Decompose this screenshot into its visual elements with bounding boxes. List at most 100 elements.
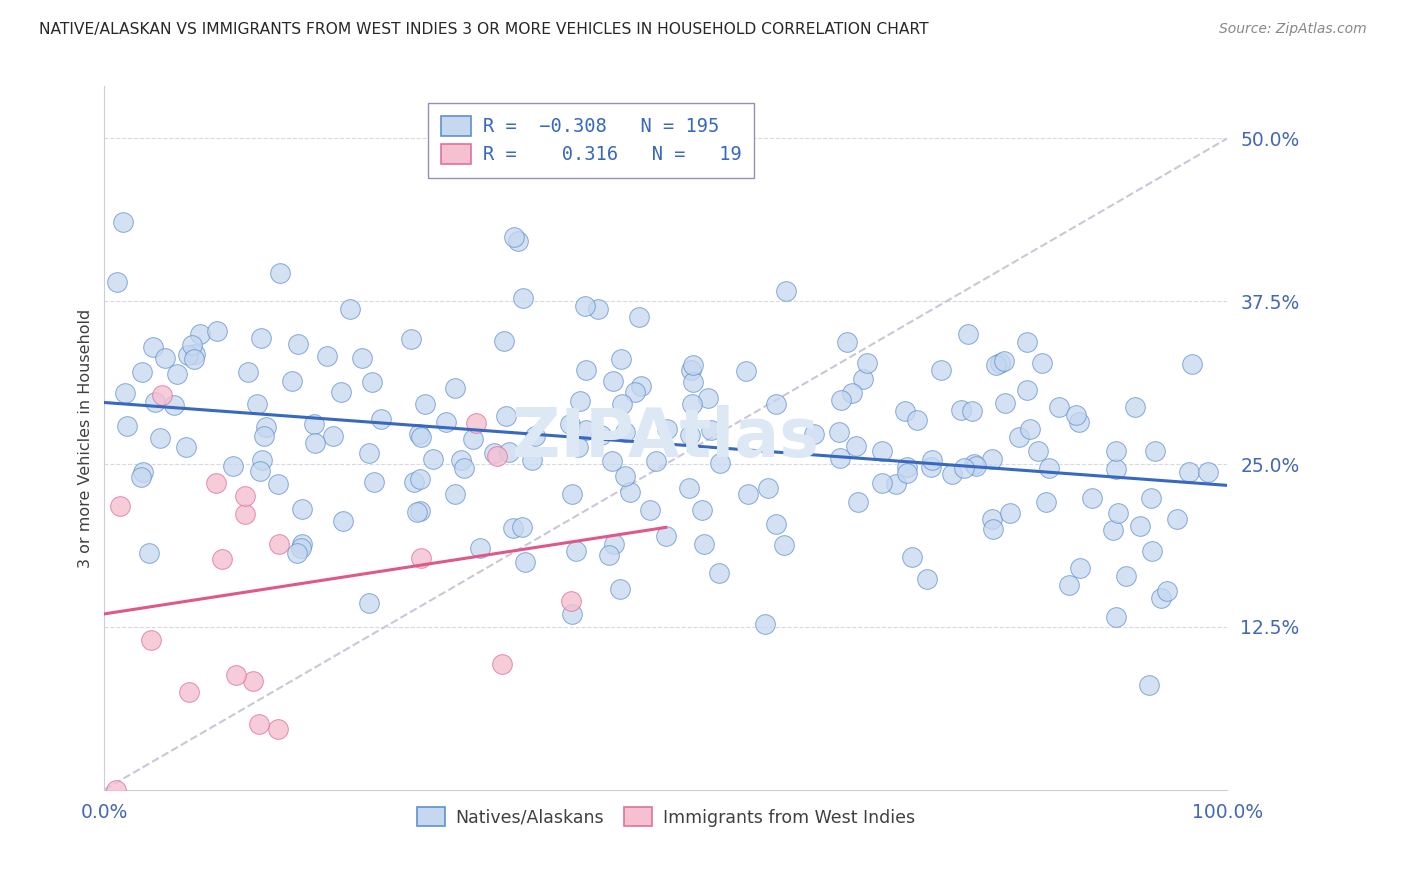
Point [754,616,776,631]
Point [205,324,228,338]
Point [852,372,875,386]
Point [998,506,1021,520]
Point [953,461,976,475]
Point [1026,444,1049,458]
Point [624,384,647,399]
Point [690,503,713,517]
Point [1102,523,1125,537]
Point [183,352,205,367]
Point [142,340,165,354]
Point [586,301,609,316]
Point [450,453,472,467]
Point [409,550,432,565]
Legend: Natives/Alaskans, Immigrants from West Indies: Natives/Alaskans, Immigrants from West I… [409,800,922,834]
Point [1031,356,1053,370]
Point [993,396,1015,410]
Point [697,391,720,405]
Point [359,446,381,460]
Point [267,723,290,737]
Point [921,452,943,467]
Point [905,413,928,427]
Point [598,548,620,562]
Point [564,544,586,558]
Point [610,351,633,366]
Point [291,502,314,516]
Point [603,537,626,551]
Point [870,476,893,491]
Point [1105,444,1128,458]
Point [1144,444,1167,458]
Y-axis label: 3 or more Vehicles in Household: 3 or more Vehicles in Household [79,309,93,567]
Point [756,481,779,495]
Point [1081,491,1104,505]
Point [453,461,475,475]
Point [250,331,273,345]
Point [734,364,756,378]
Point [1015,335,1038,350]
Point [492,334,515,349]
Point [129,470,152,484]
Point [614,425,637,439]
Point [920,459,942,474]
Point [422,452,444,467]
Point [266,477,288,491]
Point [287,337,309,351]
Point [612,397,634,411]
Point [399,332,422,346]
Point [465,416,488,430]
Point [1057,578,1080,592]
Point [515,555,537,569]
Point [238,366,260,380]
Point [682,358,704,372]
Point [211,552,233,566]
Point [682,376,704,390]
Point [679,363,702,377]
Point [929,363,952,377]
Point [246,397,269,411]
Point [1008,430,1031,444]
Point [482,446,505,460]
Point [149,431,172,445]
Point [247,717,270,731]
Point [352,351,374,365]
Point [498,445,520,459]
Point [845,438,868,452]
Point [153,351,176,365]
Point [981,512,1004,526]
Point [773,538,796,552]
Point [619,484,641,499]
Point [502,521,524,535]
Point [108,500,131,514]
Point [981,522,1004,536]
Point [957,327,980,342]
Point [406,505,429,519]
Point [523,429,546,443]
Point [150,388,173,402]
Point [655,421,678,435]
Point [250,452,273,467]
Point [188,327,211,342]
Point [253,429,276,443]
Point [184,347,207,361]
Point [370,412,392,426]
Point [360,376,382,390]
Text: Source: ZipAtlas.com: Source: ZipAtlas.com [1219,22,1367,37]
Point [894,404,917,418]
Point [896,460,918,475]
Point [681,397,703,411]
Point [1177,465,1199,479]
Point [332,514,354,528]
Point [856,356,879,370]
Point [510,520,533,534]
Point [558,417,581,432]
Point [950,402,973,417]
Point [993,354,1015,368]
Point [569,394,592,409]
Point [1140,543,1163,558]
Point [242,674,264,689]
Point [1038,461,1060,475]
Point [960,404,983,418]
Point [980,451,1002,466]
Point [988,356,1011,370]
Point [1107,506,1129,520]
